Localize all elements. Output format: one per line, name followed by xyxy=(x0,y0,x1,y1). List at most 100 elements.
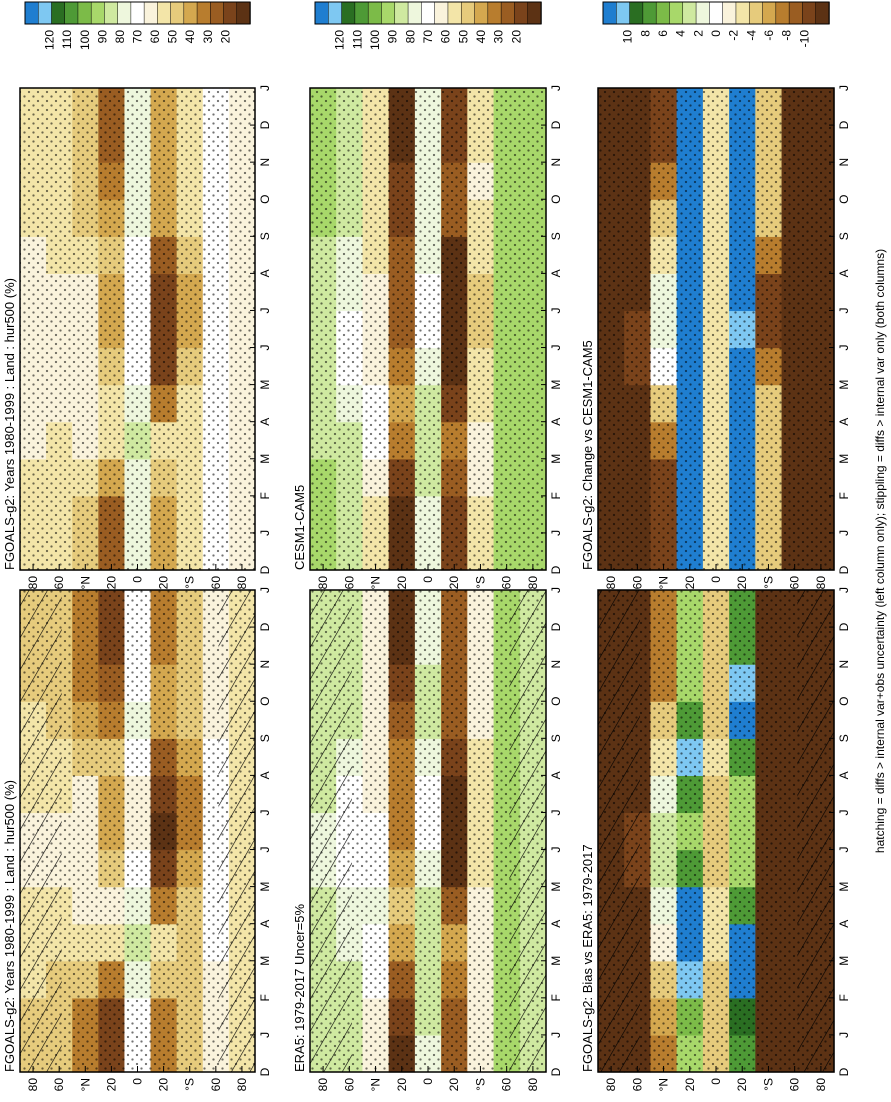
lat-tick-label: 60 xyxy=(630,576,644,590)
colorbar-tick-label: 100 xyxy=(368,30,382,50)
month-tick-label: J xyxy=(549,810,563,816)
colorbar-tick-label: 90 xyxy=(95,30,109,44)
colorbar-swatch xyxy=(421,1,436,25)
colorbar-tick-label: 6 xyxy=(656,30,670,37)
month-tick-label: A xyxy=(837,920,851,928)
colorbar-swatch xyxy=(236,1,251,25)
colorbar-swatch xyxy=(514,1,529,25)
colorbar-tick-label: 90 xyxy=(386,30,400,44)
colorbar-swatch xyxy=(210,1,225,25)
colorbar-swatch xyxy=(629,1,644,25)
lat-tick-label: 80 xyxy=(26,576,40,590)
colorbar-tick-label: 4 xyxy=(674,30,688,37)
colorbar-tick-label: -2 xyxy=(727,30,741,41)
colorbar-swatch xyxy=(788,1,804,25)
colorbar-swatch xyxy=(117,1,132,25)
month-tick-label: O xyxy=(549,697,563,706)
month-tick-label: D xyxy=(258,622,272,631)
lat-tick-label: 60 xyxy=(500,576,514,590)
colorbar-tick-label: 70 xyxy=(131,30,145,44)
lat-tick-label: 20 xyxy=(447,1078,461,1092)
colorbar-frame xyxy=(24,1,251,25)
lat-tick-label: 80 xyxy=(316,576,330,590)
panel-title: FGOALS-g2: Bias vs ERA5: 1979-2017 xyxy=(580,844,595,1072)
month-tick-label: J xyxy=(258,587,272,593)
colorbar-tick-label: 60 xyxy=(148,30,162,44)
colorbar-swatch xyxy=(37,1,53,25)
month-tick-label: J xyxy=(258,847,272,853)
colorbar-tick-label: 10 xyxy=(621,30,635,44)
month-tick-label: S xyxy=(258,734,272,742)
month-tick-label: S xyxy=(258,232,272,240)
colorbar-swatch xyxy=(802,1,817,25)
month-tick-label: A xyxy=(837,771,851,779)
hatching-overlay xyxy=(310,590,352,1072)
month-tick-label: J xyxy=(549,85,563,91)
month-tick-label: J xyxy=(549,847,563,853)
colorbar-swatch xyxy=(655,1,671,25)
colorbar-tick-label: 8 xyxy=(638,30,652,37)
month-tick-label: D xyxy=(258,1067,272,1076)
lat-tick-label: °N xyxy=(657,1078,671,1091)
month-tick-label: D xyxy=(258,120,272,129)
month-tick-label: O xyxy=(837,195,851,204)
colorbar-swatch xyxy=(709,1,724,25)
month-tick-label: J xyxy=(258,345,272,351)
colorbar-swatch xyxy=(500,1,516,25)
colorbar-swatch xyxy=(682,1,697,25)
month-tick-label: J xyxy=(837,308,851,314)
colorbar-swatch xyxy=(616,1,631,25)
month-tick-label: O xyxy=(258,697,272,706)
colorbar-swatch xyxy=(762,1,777,25)
month-tick-label: N xyxy=(258,158,272,167)
colorbar-tick-label: 120 xyxy=(333,30,347,50)
month-tick-label: D xyxy=(837,565,851,574)
month-tick-label: J xyxy=(837,587,851,593)
month-tick-label: J xyxy=(549,345,563,351)
month-tick-label: M xyxy=(549,454,563,464)
colorbar-swatch xyxy=(170,1,185,25)
month-tick-label: J xyxy=(837,810,851,816)
month-tick-label: J xyxy=(258,1032,272,1038)
lat-tick-label: 0 xyxy=(709,576,723,583)
lat-tick-label: 80 xyxy=(316,1078,330,1092)
lat-tick-label: 60 xyxy=(52,576,66,590)
month-tick-label: D xyxy=(837,622,851,631)
lat-tick-label: 0 xyxy=(709,1078,723,1085)
lat-tick-label: °S xyxy=(473,1078,487,1091)
panel-5: 80 60 °N 20 0 20 °S 60 80 D J F M A M J J A S O N D J CESM1-CAM… xyxy=(292,1,563,590)
colorbar-tick-label: 20 xyxy=(218,30,232,44)
stippling-overlay xyxy=(598,88,834,570)
colorbar-frame xyxy=(314,1,542,25)
lat-tick-label: 60 xyxy=(500,1078,514,1092)
lat-tick-label: 80 xyxy=(814,1078,828,1092)
month-tick-label: D xyxy=(549,622,563,631)
lat-tick-label: 60 xyxy=(209,576,223,590)
month-tick-label: J xyxy=(549,587,563,593)
month-tick-label: A xyxy=(258,771,272,779)
lat-tick-label: 80 xyxy=(604,576,618,590)
colorbar-tick-label: 70 xyxy=(421,30,435,44)
panel-title: FGOALS-g2: Years 1980-1999 : Land : hur5… xyxy=(2,278,17,570)
colorbar-swatch xyxy=(328,1,343,25)
month-tick-label: J xyxy=(549,530,563,536)
colorbar-swatch xyxy=(775,1,790,25)
lat-tick-label: 80 xyxy=(235,576,249,590)
month-tick-label: M xyxy=(549,882,563,892)
colorbar-swatch xyxy=(602,1,618,25)
panel-2: 80 60 °N 20 0 20 °S 60 80 D J F M A M J J A S O N D J ERA5: 197… xyxy=(292,503,563,1092)
month-tick-label: M xyxy=(258,956,272,966)
colorbar-swatch xyxy=(815,1,830,25)
colorbar-tick-label: -10 xyxy=(797,30,811,48)
month-tick-label: M xyxy=(837,882,851,892)
month-tick-label: D xyxy=(837,120,851,129)
hatching-overlay xyxy=(598,590,640,1072)
colorbar-tick-label: -8 xyxy=(780,30,794,41)
month-tick-label: M xyxy=(258,380,272,390)
lat-tick-label: 60 xyxy=(630,1078,644,1092)
panel-title: FGOALS-g2: Years 1980-1999 : Land : hur5… xyxy=(2,780,17,1072)
month-tick-label: S xyxy=(549,734,563,742)
month-tick-label: D xyxy=(258,565,272,574)
month-tick-label: J xyxy=(837,1032,851,1038)
